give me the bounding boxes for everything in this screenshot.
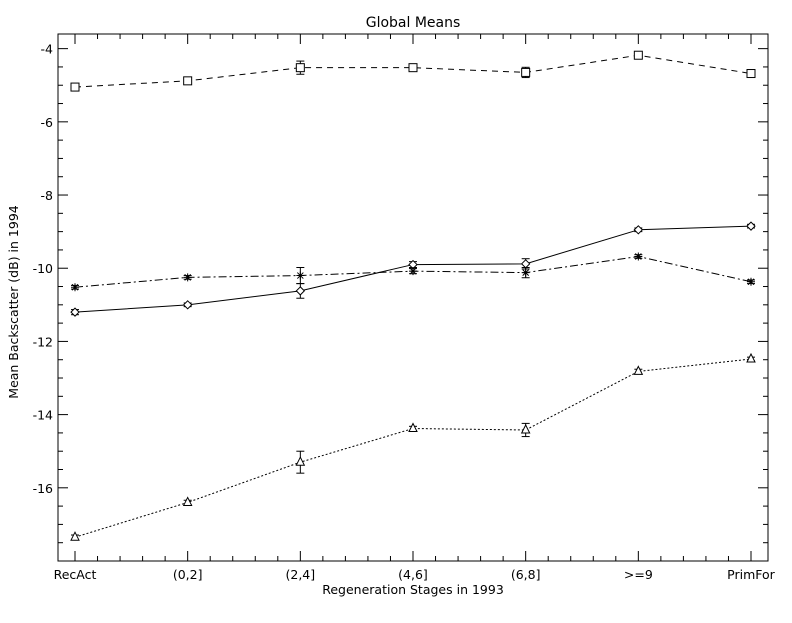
y-tick-label: -16	[33, 481, 53, 496]
triangle-marker	[746, 352, 756, 363]
x-tick-label: >=9	[624, 567, 653, 582]
asterisk-marker	[747, 277, 755, 286]
triangle-marker	[633, 365, 644, 375]
diamond-marker	[520, 259, 531, 269]
triangle-marker	[408, 422, 418, 433]
square-marker	[746, 69, 756, 79]
series-asterisk	[71, 252, 755, 292]
diamond-marker	[295, 286, 306, 296]
y-axis-label: Mean Backscatter (dB) in 1994	[6, 205, 21, 398]
series-layer	[70, 50, 756, 541]
y-tick-label: -6	[41, 115, 54, 130]
asterisk-marker	[409, 267, 417, 276]
y-tick-label: -4	[41, 42, 54, 57]
series-square	[70, 50, 756, 92]
diamond-marker	[746, 221, 756, 231]
square-marker	[295, 63, 305, 73]
chart-title: Global Means	[366, 15, 461, 31]
triangle-marker	[520, 423, 531, 434]
series-diamond	[70, 221, 756, 317]
asterisk-marker	[296, 271, 305, 280]
square-marker	[70, 82, 80, 92]
y-tick-label: -10	[33, 261, 53, 276]
asterisk-marker	[71, 283, 79, 292]
x-tick-label: RecAct	[54, 567, 97, 582]
asterisk-marker	[183, 273, 192, 282]
asterisk-marker	[521, 268, 530, 277]
square-marker	[633, 50, 643, 60]
triangle-marker	[182, 496, 193, 506]
y-tick-label: -12	[33, 334, 53, 349]
plot-border	[57, 33, 769, 562]
x-tick-label: (4,6]	[398, 567, 428, 582]
x-tick-label: (2,4]	[286, 567, 316, 582]
square-marker	[521, 67, 531, 77]
x-tick-label: (6,8]	[511, 567, 541, 582]
plot-frame	[57, 33, 769, 562]
series-line	[74, 358, 752, 538]
triangle-marker	[70, 531, 80, 541]
square-marker	[183, 76, 193, 86]
series-triangle	[70, 352, 756, 541]
asterisk-marker	[634, 252, 643, 261]
x-axis-label: Regeneration Stages in 1993	[322, 582, 504, 597]
diamond-marker	[70, 307, 80, 317]
diamond-marker	[633, 225, 644, 235]
square-marker	[408, 63, 418, 73]
diamond-marker	[182, 300, 193, 310]
y-tick-label: -14	[33, 408, 53, 423]
x-tick-label: PrimFor	[727, 567, 775, 582]
triangle-marker	[295, 456, 306, 466]
axis-ticks: -16 -14 -12 -10 -8 -6 -4 RecAct (0,2] (2,4] (4,6] (…	[33, 34, 776, 582]
y-tick-label: -8	[41, 188, 54, 203]
x-tick-label: (0,2]	[173, 567, 203, 582]
